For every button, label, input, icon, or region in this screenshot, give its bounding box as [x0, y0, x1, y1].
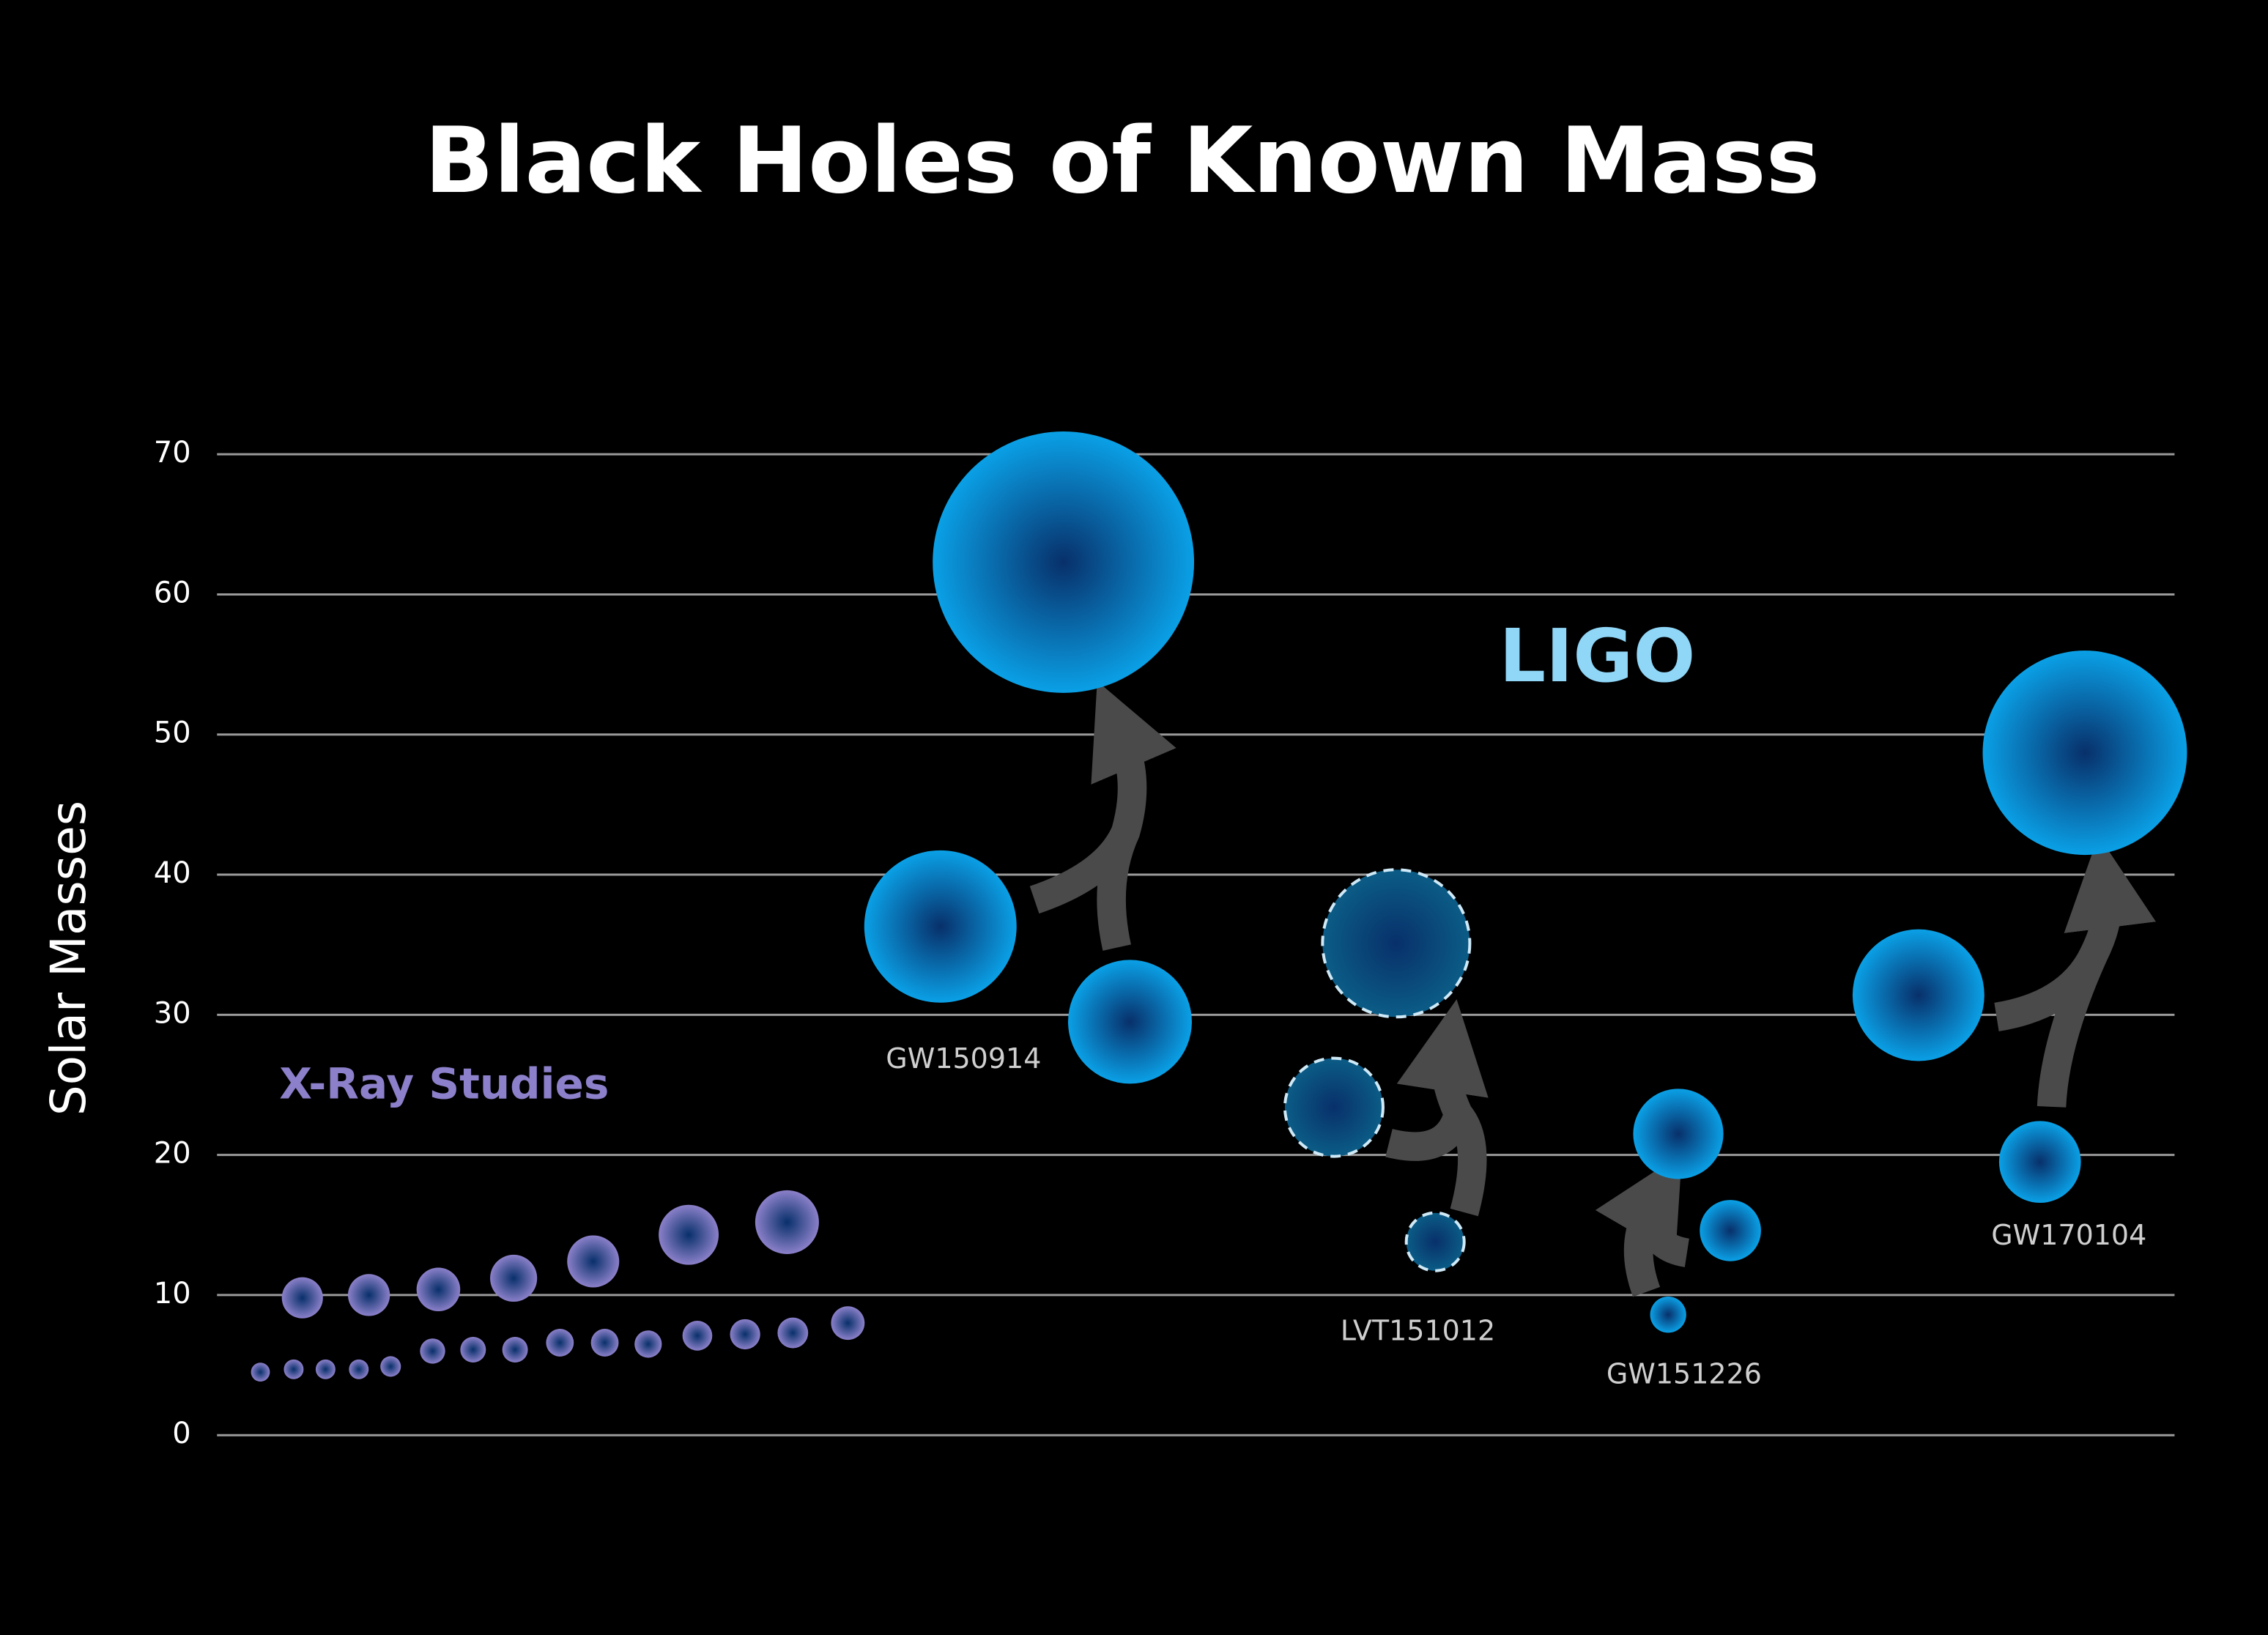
xray-label: X-Ray Studies — [279, 1059, 609, 1108]
xray-bubble — [281, 1277, 323, 1319]
ligo-bubble — [1633, 1089, 1724, 1179]
ligo-label: LIGO — [1499, 613, 1695, 699]
event-label: GW150914 — [886, 1042, 1041, 1075]
xray-bubble — [590, 1329, 619, 1357]
y-axis-label: Solar Masses — [40, 801, 97, 1116]
xray-bubble — [546, 1329, 574, 1357]
xray-bubble — [659, 1204, 719, 1265]
ligo-bubble — [933, 431, 1195, 693]
y-tick-label: 60 — [154, 576, 191, 609]
xray-bubble — [420, 1338, 445, 1364]
ligo-bubble — [1700, 1200, 1761, 1261]
y-tick-label: 50 — [154, 716, 191, 750]
y-tick-label: 70 — [154, 436, 191, 470]
xray-bubble — [416, 1267, 461, 1312]
xray-bubble — [682, 1321, 713, 1351]
event-label: GW151226 — [1606, 1358, 1762, 1390]
ligo-bubble — [1321, 868, 1472, 1019]
ligo-bubble — [1067, 960, 1192, 1084]
ligo-bubble — [864, 850, 1017, 1003]
ligo-bubble — [1404, 1211, 1466, 1272]
merger-arrows — [1029, 741, 2108, 1297]
xray-bubble — [755, 1190, 819, 1254]
xray-bubble — [380, 1356, 401, 1377]
ligo-bubble — [1982, 650, 2187, 856]
ligo-bubble — [1650, 1297, 1686, 1333]
xray-bubble — [349, 1359, 369, 1379]
merger-arrow — [1029, 741, 1132, 951]
ligo-bubble — [1283, 1056, 1385, 1158]
xray-bubble — [831, 1306, 865, 1341]
xray-bubble — [777, 1317, 809, 1349]
xray-bubble — [730, 1319, 760, 1350]
xray-bubble — [347, 1274, 390, 1316]
xray-bubble — [490, 1254, 538, 1302]
y-tick-label: 0 — [172, 1417, 190, 1450]
event-label: LVT151012 — [1341, 1314, 1495, 1346]
y-tick-label: 30 — [154, 996, 191, 1030]
xray-bubble — [284, 1359, 304, 1379]
merger-arrow — [1389, 1064, 1472, 1217]
y-tick-label: 40 — [154, 856, 191, 890]
xray-bubble — [315, 1359, 336, 1379]
xray-bubble — [251, 1362, 270, 1382]
ligo-bubble — [1852, 929, 1984, 1061]
merger-arrow — [1639, 1209, 1687, 1297]
y-tick-label: 10 — [154, 1277, 191, 1310]
xray-bubble — [502, 1337, 528, 1362]
event-label: GW170104 — [1991, 1219, 2146, 1251]
ligo-bubble — [1998, 1121, 2081, 1204]
chart-title: Black Holes of Known Mass — [425, 108, 1820, 214]
xray-bubble — [567, 1235, 620, 1288]
merger-arrow — [1994, 900, 2108, 1108]
y-tick-label: 20 — [154, 1137, 191, 1171]
xray-bubble — [634, 1330, 662, 1358]
xray-bubble — [460, 1337, 486, 1362]
